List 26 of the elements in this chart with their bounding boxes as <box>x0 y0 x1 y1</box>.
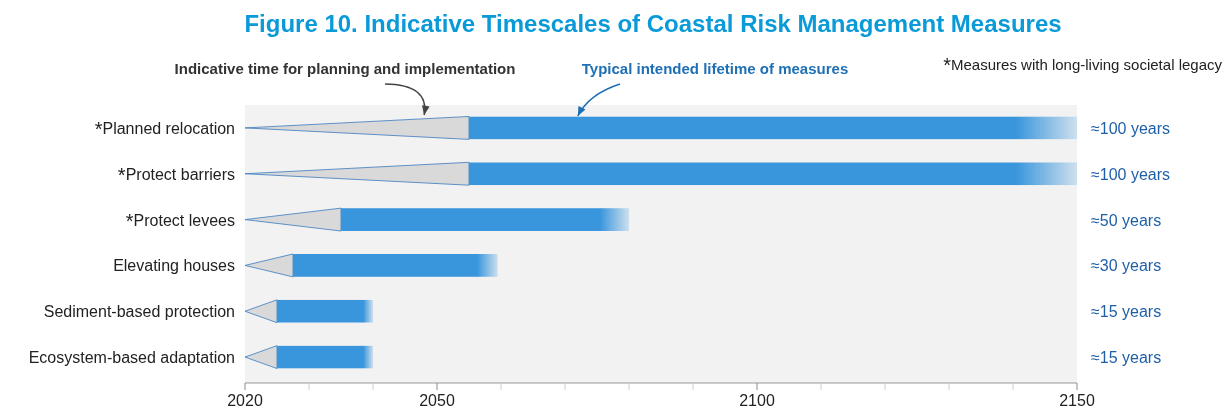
y-tick-label: *Protect levees <box>125 209 235 232</box>
bar <box>469 162 1077 186</box>
text: ≈15 years <box>1091 349 1162 367</box>
text: ≈50 years <box>1091 211 1162 229</box>
text: ≈100 years <box>1091 119 1171 137</box>
bar <box>293 253 498 277</box>
x-tick-label: 2100 <box>739 392 775 409</box>
x-tick-label: 2050 <box>419 392 455 409</box>
chart-title: Figure 10. Indicative Timescales of Coastal Risk Management Measures <box>244 10 1062 37</box>
y-tick-label: Ecosystem-based adaptation <box>28 349 235 367</box>
y-tick-label: Sediment-based protection <box>43 303 235 321</box>
text: *Measures with long-living societal legacy <box>943 54 1223 76</box>
bar <box>277 299 373 323</box>
text: ≈30 years <box>1091 257 1162 275</box>
bar <box>469 116 1077 140</box>
text: ≈100 years <box>1091 165 1171 183</box>
text: Indicative time for planning and implementation <box>174 60 516 77</box>
bar <box>277 345 373 369</box>
bar <box>341 208 629 232</box>
y-tick-label: Elevating houses <box>113 257 235 275</box>
y-tick-label: *Planned relocation <box>94 117 235 140</box>
text: ≈15 years <box>1091 303 1162 321</box>
x-tick-label: 2020 <box>227 392 263 409</box>
text: Typical intended lifetime of measures <box>581 60 849 77</box>
x-tick-label: 2150 <box>1059 392 1095 409</box>
y-tick-label: *Protect barriers <box>117 163 235 186</box>
